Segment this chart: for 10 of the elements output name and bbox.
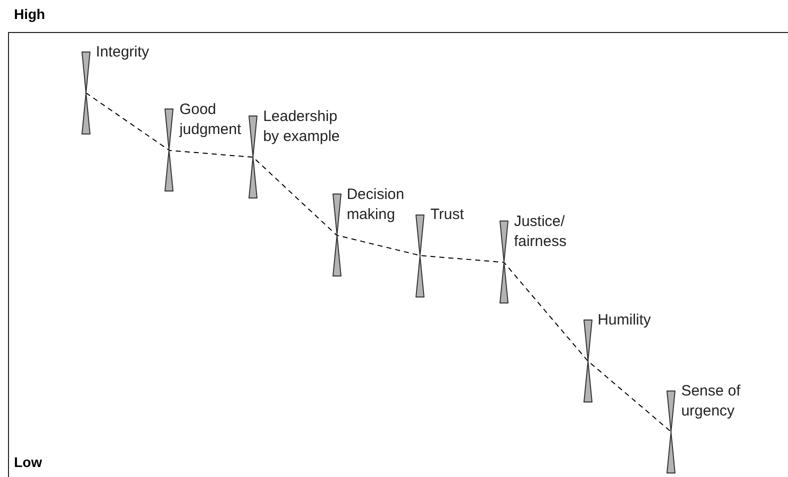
annotation: Sense of urgency [681,382,742,420]
annotation: Humility [598,311,652,328]
annotation: Good judgment [178,101,242,138]
text: Integrity [96,43,150,60]
annotation: Trust [430,206,465,224]
annotation: Leadership by example [263,108,340,145]
annotation: Decision making [346,186,404,223]
text: High [14,6,46,22]
text: Low [14,454,42,470]
annotation: Justice/fairness [514,212,566,250]
